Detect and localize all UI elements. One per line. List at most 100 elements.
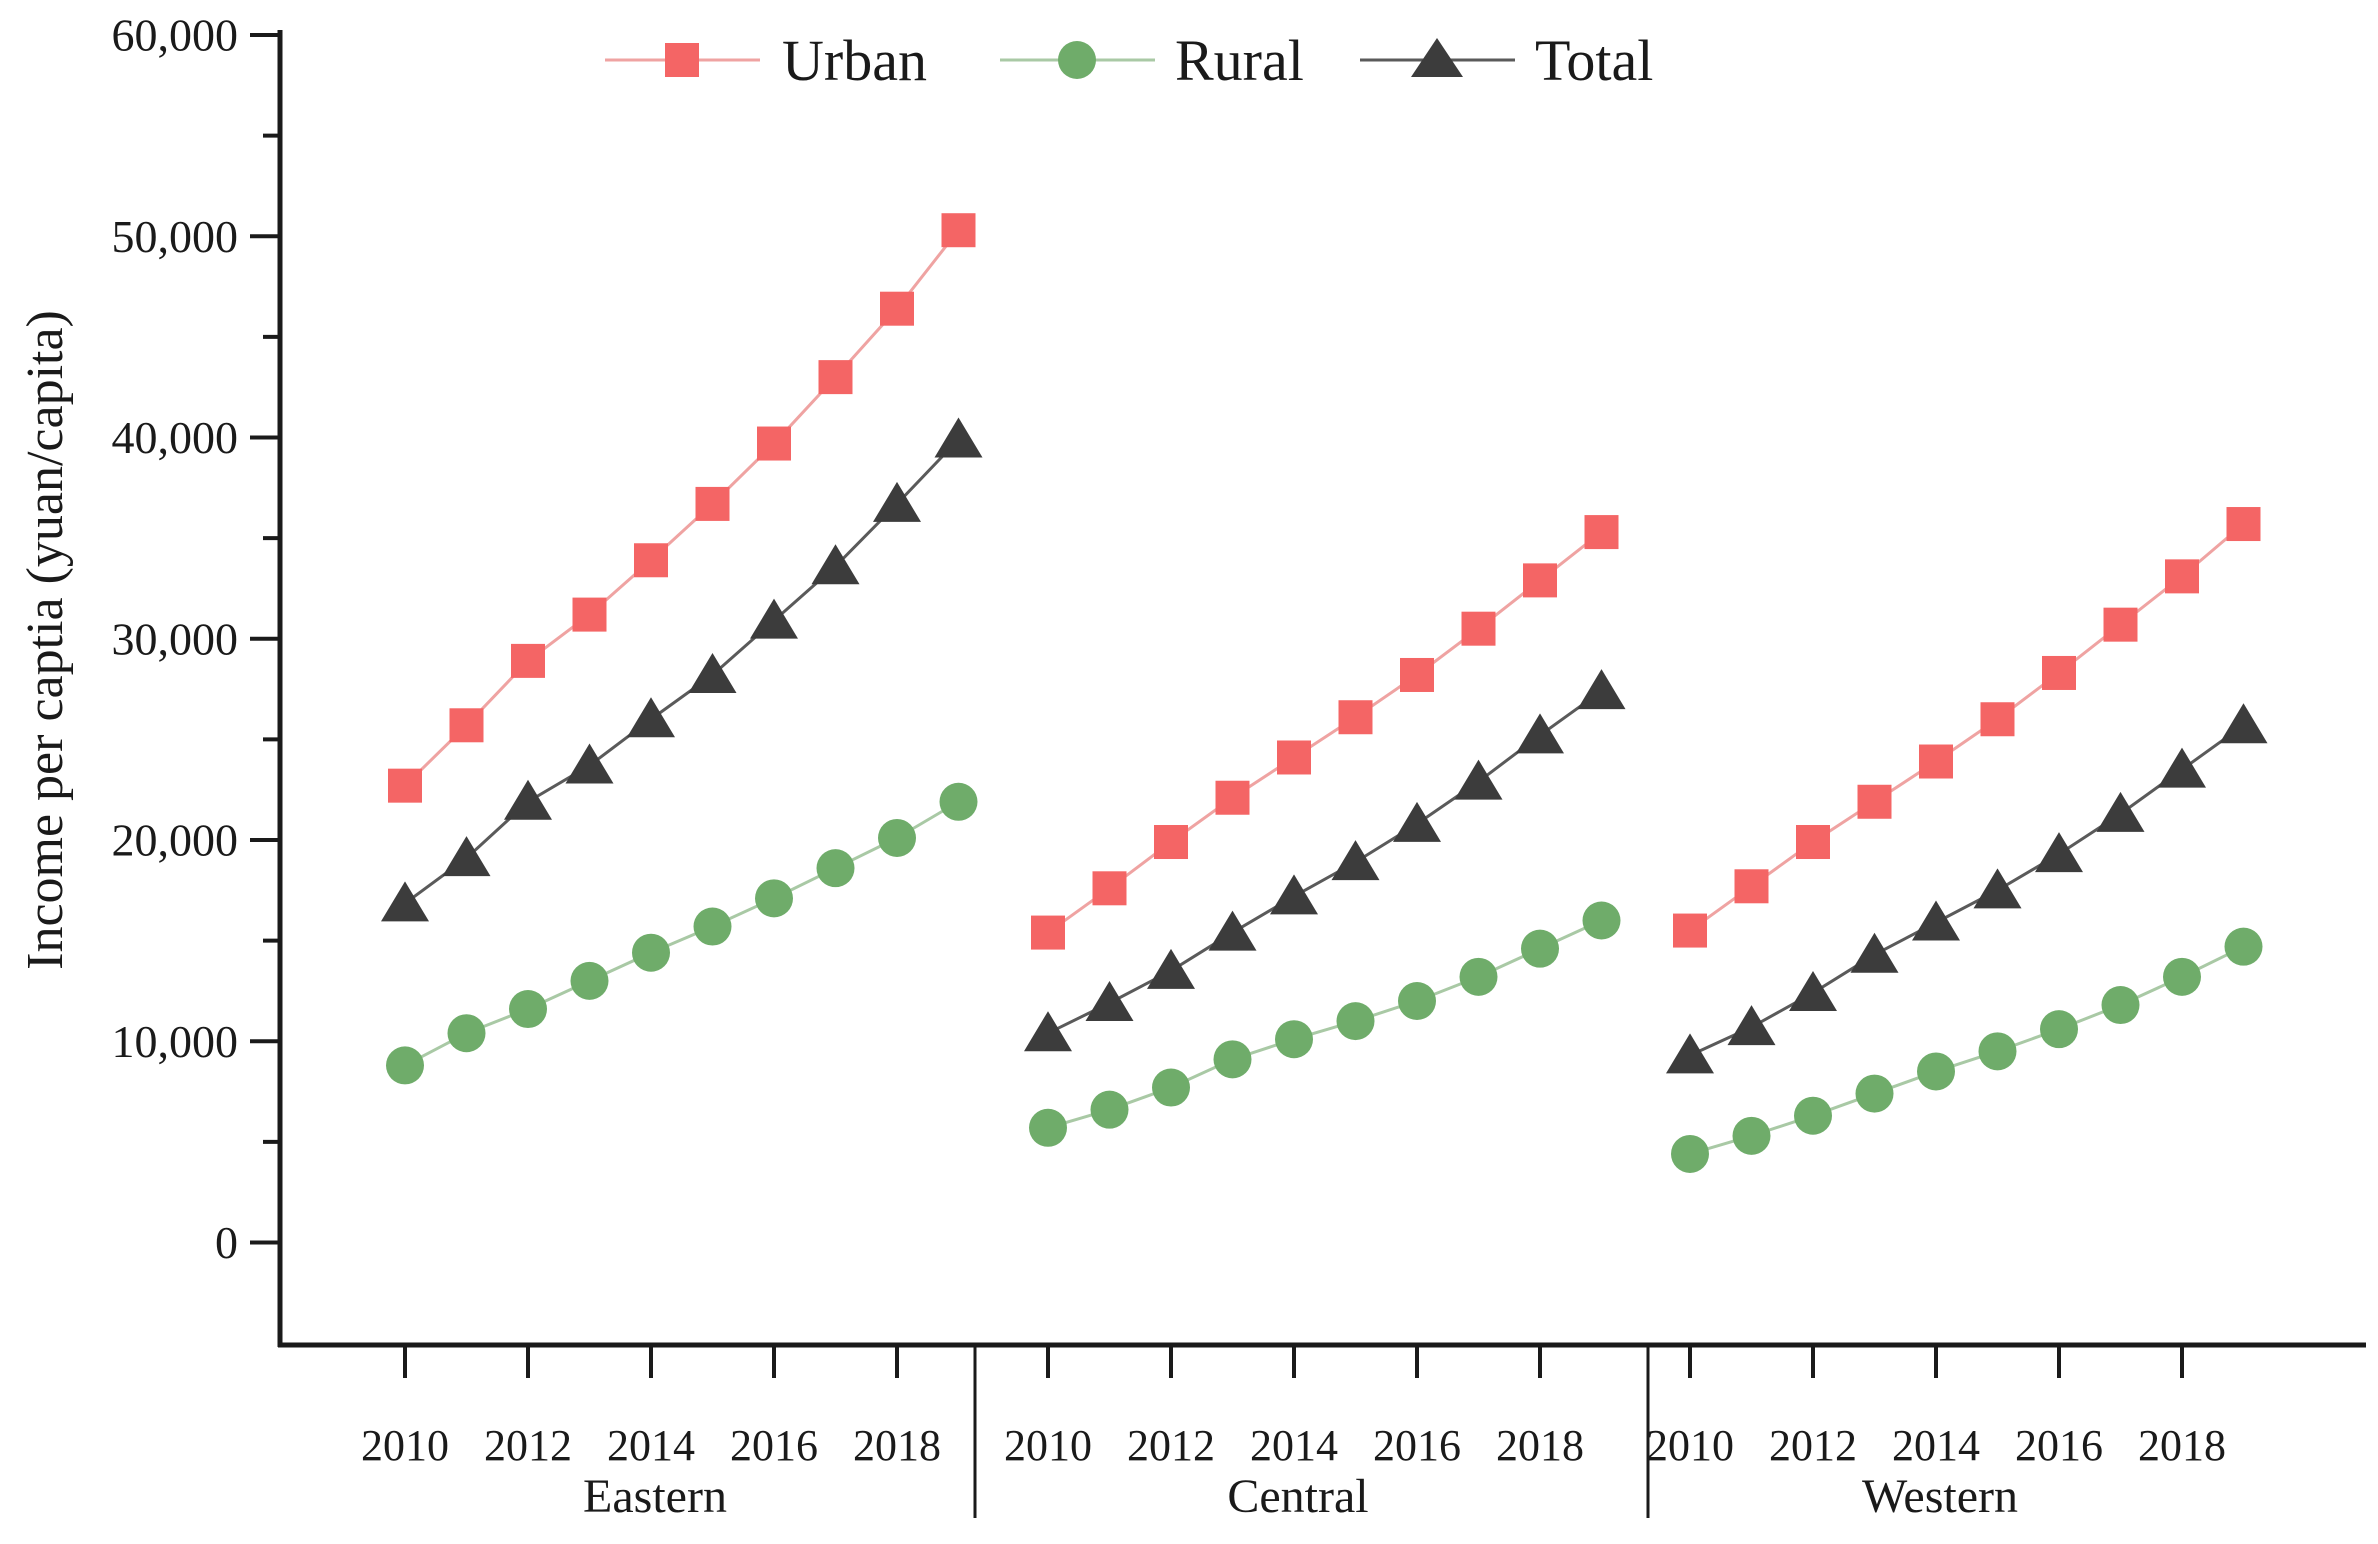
data-point-square-urban xyxy=(1796,825,1830,860)
data-point-triangle-total xyxy=(1024,1011,1072,1052)
x-axis-tick-label: 2012 xyxy=(1127,1421,1215,1470)
data-point-square-urban xyxy=(1584,515,1619,550)
data-point-circle-rural xyxy=(1029,1108,1067,1147)
x-axis-tick-label: 2010 xyxy=(1646,1421,1734,1470)
data-point-circle-rural xyxy=(1671,1134,1709,1173)
data-point-square-urban xyxy=(1523,563,1557,598)
data-point-square-urban xyxy=(757,426,791,461)
data-point-square-urban xyxy=(1919,744,1953,779)
y-axis-tick-label: 60,000 xyxy=(112,10,239,61)
legend-label-rural: Rural xyxy=(1175,28,1304,93)
data-point-circle-rural xyxy=(2040,1010,2078,1049)
data-point-triangle-total xyxy=(750,598,798,639)
data-point-triangle-total xyxy=(1147,948,1195,989)
data-point-triangle-total xyxy=(1270,874,1318,915)
data-point-triangle-total xyxy=(1727,1005,1776,1046)
data-point-triangle-total xyxy=(2158,747,2206,788)
data-point-circle-rural xyxy=(447,1014,486,1053)
series-line-total xyxy=(404,438,960,905)
data-point-triangle-total xyxy=(1666,1033,1714,1074)
data-point-square-urban xyxy=(634,543,668,578)
y-axis-tick-label: 0 xyxy=(215,1217,238,1268)
data-point-circle-rural xyxy=(1794,1096,1832,1135)
series-line-urban xyxy=(403,229,960,787)
data-point-square-urban xyxy=(449,708,484,743)
data-point-circle-rural xyxy=(1978,1032,2017,1071)
data-point-triangle-total xyxy=(1393,801,1441,842)
data-point-circle-rural xyxy=(509,990,547,1029)
data-point-square-urban xyxy=(511,643,545,678)
data-point-circle-rural xyxy=(816,849,855,888)
data-point-circle-rural xyxy=(1213,1040,1252,1079)
data-point-square-urban xyxy=(2165,559,2199,594)
data-point-square-urban xyxy=(1338,700,1373,735)
data-point-square-urban xyxy=(1215,780,1250,815)
data-point-triangle-total xyxy=(2035,832,2083,873)
panel-label-eastern: Eastern xyxy=(583,1470,727,1523)
data-point-circle-rural xyxy=(632,933,670,972)
data-point-circle-rural xyxy=(1582,901,1621,940)
data-point-square-urban xyxy=(2042,655,2076,690)
legend-label-urban: Urban xyxy=(782,28,927,93)
data-point-circle-rural xyxy=(1521,929,1559,968)
data-point-triangle-total xyxy=(1789,970,1837,1011)
data-point-triangle-total xyxy=(1577,669,1626,710)
data-point-triangle-total xyxy=(442,836,491,877)
data-point-square-urban xyxy=(1154,825,1188,860)
series-line-rural xyxy=(1689,945,2245,1156)
y-axis-title: Income per captia (yuan/capita) xyxy=(17,310,74,970)
x-axis-tick-label: 2014 xyxy=(1250,1421,1338,1470)
data-point-triangle-total xyxy=(873,481,921,522)
data-point-square-urban xyxy=(695,486,730,521)
x-axis-tick-label: 2010 xyxy=(361,1421,449,1470)
data-point-square-urban xyxy=(941,213,976,248)
data-point-circle-rural xyxy=(1275,1020,1313,1059)
x-axis-tick-label: 2018 xyxy=(1496,1421,1584,1470)
data-point-circle-rural xyxy=(1459,957,1498,996)
series-line-total xyxy=(1047,689,1603,1035)
legend-item-total: Total xyxy=(1360,28,1653,93)
rural-circle-icon xyxy=(1058,41,1096,79)
data-point-triangle-total xyxy=(688,652,737,693)
x-axis-tick-label: 2018 xyxy=(2138,1421,2226,1470)
x-axis-tick-label: 2018 xyxy=(853,1421,941,1470)
x-axis-tick-label: 2016 xyxy=(730,1421,818,1470)
data-point-circle-rural xyxy=(2224,927,2263,966)
data-point-square-urban xyxy=(880,291,914,326)
data-point-square-urban xyxy=(1857,784,1892,819)
series-line-rural xyxy=(404,800,960,1067)
y-axis-tick-label: 40,000 xyxy=(112,412,239,463)
data-point-square-urban xyxy=(2226,507,2261,542)
data-point-triangle-total xyxy=(1912,900,1960,941)
data-point-square-urban xyxy=(1980,702,2015,737)
data-point-circle-rural xyxy=(2163,957,2201,996)
x-axis-tick-label: 2014 xyxy=(607,1421,695,1470)
data-point-square-urban xyxy=(1400,657,1434,692)
data-point-circle-rural xyxy=(878,818,916,857)
data-point-circle-rural xyxy=(2101,986,2140,1025)
data-point-triangle-total xyxy=(381,881,429,922)
data-point-square-urban xyxy=(1461,611,1496,646)
data-point-triangle-total xyxy=(1973,868,2022,909)
data-point-triangle-total xyxy=(811,544,860,585)
y-axis-tick-label: 10,000 xyxy=(112,1016,239,1067)
y-axis-tick-label: 50,000 xyxy=(112,211,239,262)
legend-item-rural: Rural xyxy=(1000,28,1304,93)
data-point-circle-rural xyxy=(1917,1052,1955,1091)
data-point-triangle-total xyxy=(627,697,675,738)
panel-label-western: Western xyxy=(1862,1470,2018,1523)
data-point-triangle-total xyxy=(1454,759,1503,800)
data-point-triangle-total xyxy=(504,779,552,820)
data-point-triangle-total xyxy=(2096,791,2145,832)
x-axis-tick-label: 2016 xyxy=(1373,1421,1461,1470)
data-point-circle-rural xyxy=(939,782,978,821)
data-point-square-urban xyxy=(1092,871,1127,906)
data-point-square-urban xyxy=(572,597,607,632)
data-point-square-urban xyxy=(388,768,422,803)
data-point-triangle-total xyxy=(1850,932,1899,973)
legend: Urban Rural Total xyxy=(605,28,1653,93)
series-line-urban xyxy=(1047,530,1603,934)
data-point-triangle-total xyxy=(565,743,614,784)
y-axis-tick-label: 20,000 xyxy=(112,815,239,866)
